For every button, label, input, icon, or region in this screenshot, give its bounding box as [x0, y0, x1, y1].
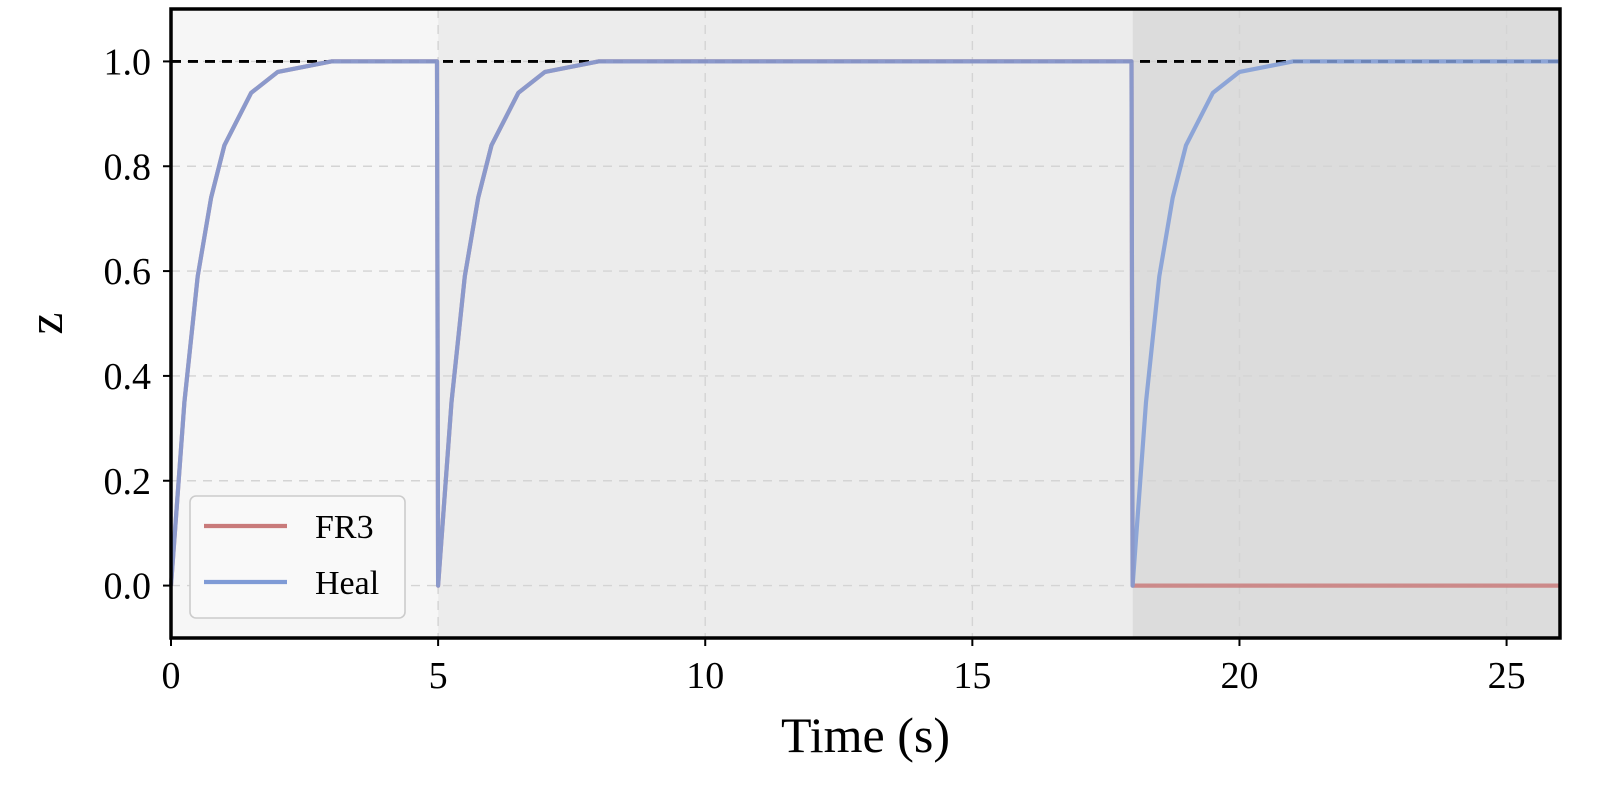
background-region-2 [1132, 9, 1560, 638]
x-tick-label-2: 10 [686, 655, 724, 697]
series-layer [168, 59, 1560, 588]
legend-label-fr3: FR3 [315, 509, 374, 546]
y-axis-ticks: 0.0 0.2 0.4 0.6 0.8 1.0 [104, 41, 171, 608]
y-tick-label-0: 0.0 [104, 566, 152, 608]
x-axis-label: Time (s) [781, 707, 950, 763]
y-tick-label-2: 0.4 [104, 356, 152, 398]
y-tick-label-5: 1.0 [104, 41, 152, 83]
x-tick-label-0: 0 [162, 655, 181, 697]
x-axis-ticks: 0 5 10 15 20 25 [162, 638, 1526, 697]
x-tick-label-4: 20 [1220, 655, 1258, 697]
y-tick-label-4: 0.8 [104, 146, 152, 188]
legend-label-heal: Heal [315, 565, 379, 602]
x-tick-label-3: 15 [953, 655, 991, 697]
background-region-1 [438, 9, 1133, 638]
series-line-heal [168, 59, 1560, 588]
y-tick-label-3: 0.6 [104, 251, 152, 293]
x-tick-label-5: 25 [1488, 655, 1526, 697]
plot-frame [169, 7, 1562, 640]
y-axis-label: z [17, 312, 73, 334]
legend: FR3 Heal [189, 495, 406, 619]
x-tick-label-1: 5 [429, 655, 448, 697]
y-tick-label-1: 0.2 [104, 461, 152, 503]
